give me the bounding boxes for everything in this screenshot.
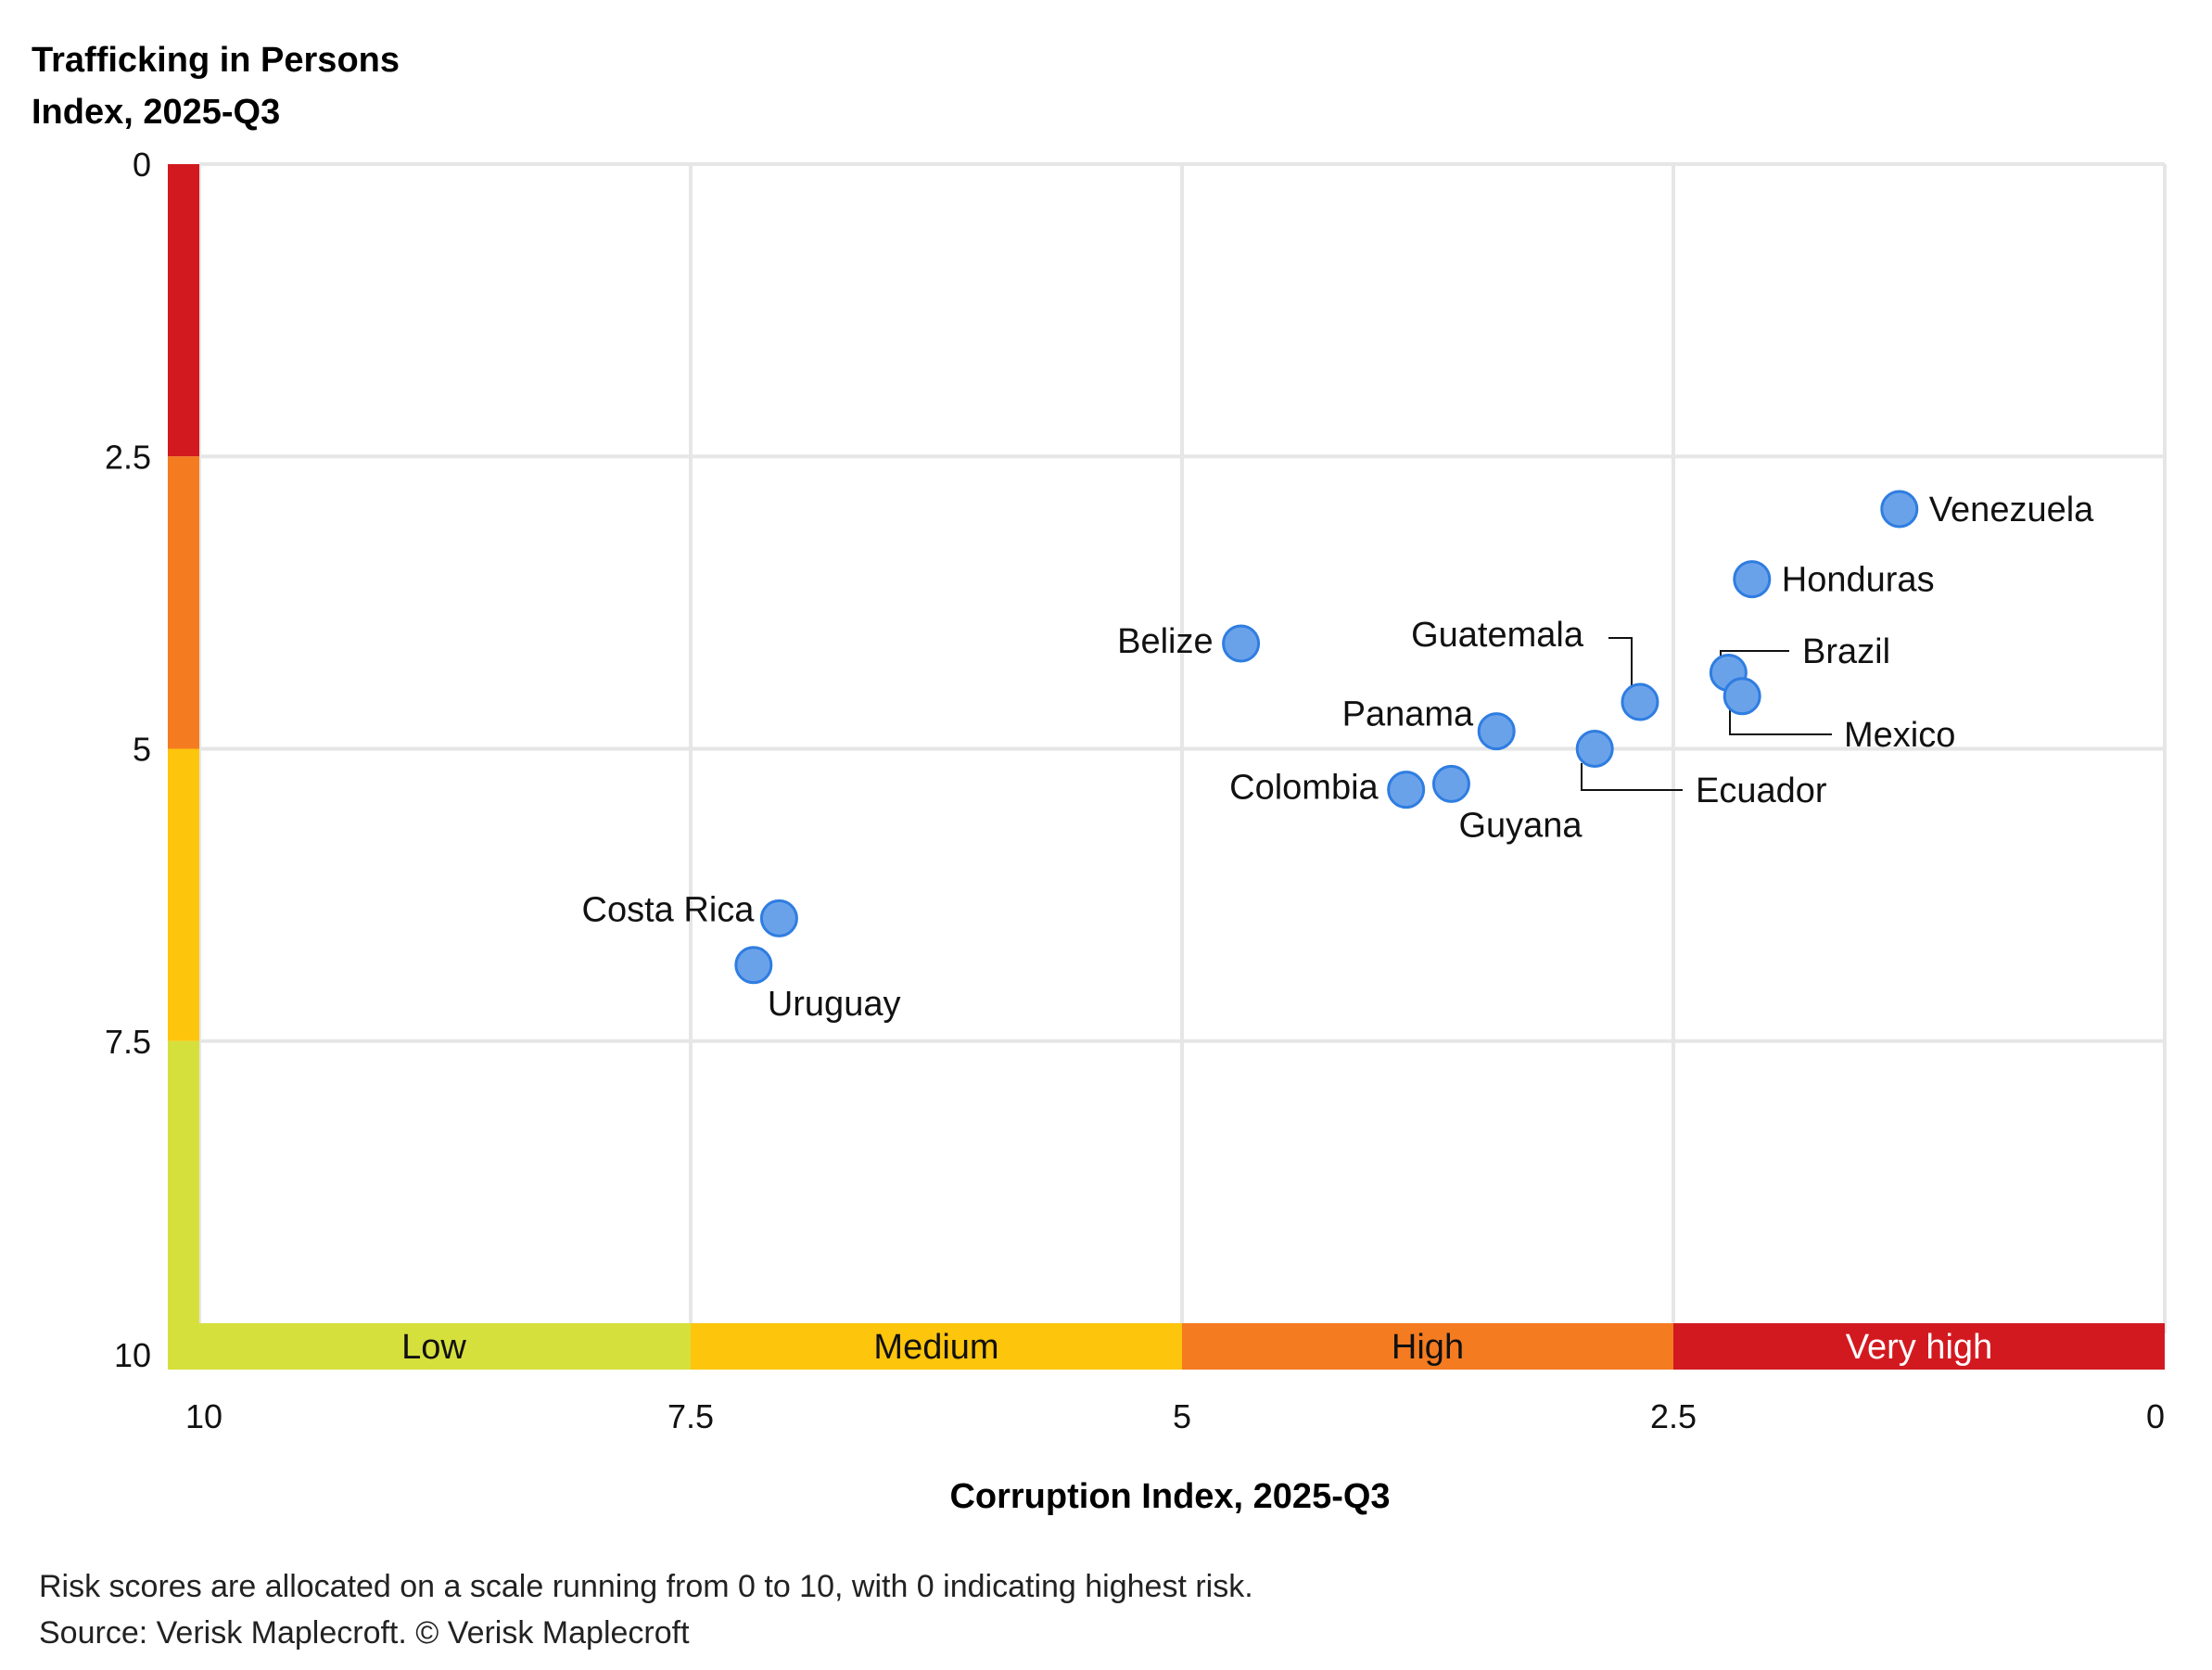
x-band-medium <box>691 1323 1182 1370</box>
y-tick-label-5: 5 <box>133 731 151 769</box>
x-tick-label-7-5: 7.5 <box>667 1397 714 1435</box>
footnote-scale: Risk scores are allocated on a scale run… <box>39 1569 1253 1604</box>
point-costa-rica <box>759 899 798 937</box>
y-risk-band <box>168 164 199 1369</box>
point-label-costa-rica: Costa Rica <box>582 890 756 929</box>
y-band-low <box>168 1040 199 1369</box>
band-label-high: High <box>1392 1328 1464 1367</box>
point-ecuador <box>1575 730 1614 768</box>
point-label-guatemala: Guatemala <box>1411 616 1584 655</box>
y-band-very-high <box>168 164 199 457</box>
point-belize <box>1222 624 1261 663</box>
point-label-uruguay: Uruguay <box>768 985 901 1024</box>
band-label-low: Low <box>401 1328 466 1367</box>
y-tick-label-2-5: 2.5 <box>105 438 151 476</box>
x-tick-label-2-5: 2.5 <box>1650 1397 1697 1435</box>
chart-title-line-2: Index, 2025-Q3 <box>32 93 280 132</box>
leader-line-mexico <box>1729 705 1832 735</box>
footnote-source: Source: Verisk Maplecroft. © Verisk Mapl… <box>39 1615 690 1651</box>
leader-lines <box>1581 637 1832 791</box>
point-label-brazil: Brazil <box>1802 632 1890 671</box>
point-label-mexico: Mexico <box>1844 716 1955 755</box>
point-label-guyana: Guyana <box>1458 806 1583 845</box>
point-panama <box>1477 712 1516 751</box>
leader-line-ecuador <box>1581 763 1683 791</box>
point-guatemala <box>1621 682 1659 721</box>
point-label-honduras: Honduras <box>1782 561 1935 600</box>
point-uruguay <box>734 946 773 985</box>
x-tick-label-5: 5 <box>1173 1397 1191 1435</box>
y-tick-labels: 0 2.5 5 7.5 10 <box>105 146 151 1374</box>
leader-line-guatemala <box>1608 637 1633 707</box>
x-band-low <box>168 1323 691 1370</box>
y-tick-label-0: 0 <box>133 146 151 184</box>
band-label-very-high: Very high <box>1846 1328 1992 1367</box>
x-axis-title: Corruption Index, 2025-Q3 <box>949 1477 1390 1516</box>
x-band-high <box>1182 1323 1673 1370</box>
point-label-panama: Panama <box>1342 695 1474 734</box>
point-mexico <box>1723 677 1761 716</box>
y-tick-label-10: 10 <box>114 1336 151 1374</box>
point-venezuela <box>1880 490 1919 529</box>
point-labels: Venezuela Honduras Brazil Mexico Guatemala Ec… <box>582 491 2095 1024</box>
x-tick-label-10: 10 <box>185 1397 222 1435</box>
x-tick-label-0: 0 <box>2146 1397 2165 1435</box>
point-label-belize: Belize <box>1117 622 1214 661</box>
y-band-high <box>168 456 199 749</box>
point-guyana <box>1431 764 1470 803</box>
data-points <box>734 490 1919 985</box>
chart-title-line-1: Trafficking in Persons <box>32 41 400 80</box>
y-tick-label-7-5: 7.5 <box>105 1023 151 1061</box>
point-label-venezuela: Venezuela <box>1929 491 2094 529</box>
point-label-ecuador: Ecuador <box>1696 771 1827 810</box>
x-band-very-high <box>1673 1323 2165 1370</box>
point-honduras <box>1733 560 1772 599</box>
point-colombia <box>1387 771 1426 810</box>
band-label-medium: Medium <box>873 1328 998 1367</box>
point-label-colombia: Colombia <box>1229 769 1379 808</box>
x-risk-band: Low Medium High Very high <box>168 1323 2165 1370</box>
x-tick-labels: 10 7.5 5 2.5 0 <box>185 1397 2165 1435</box>
y-band-medium <box>168 748 199 1041</box>
